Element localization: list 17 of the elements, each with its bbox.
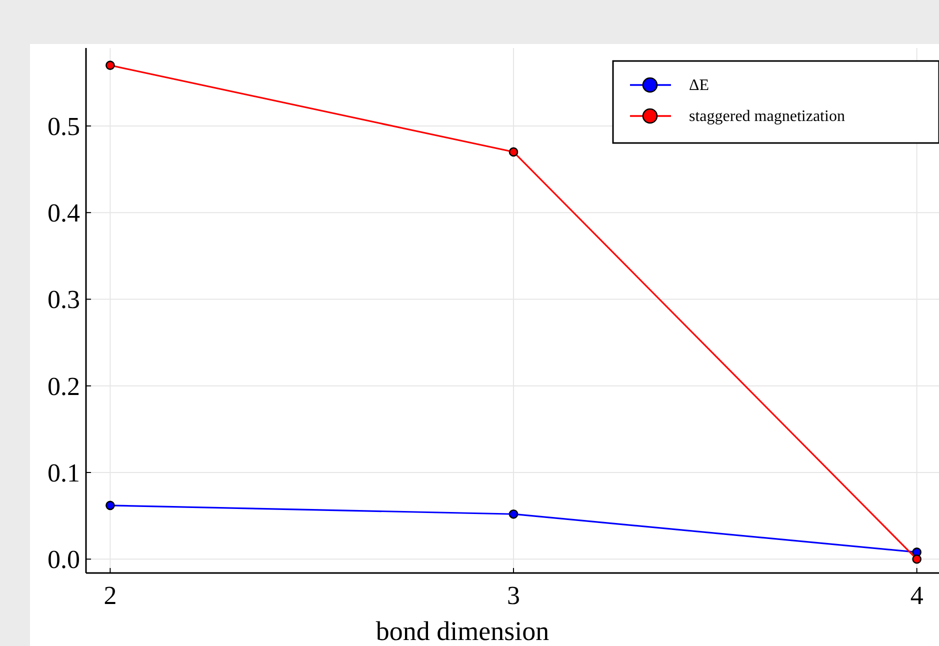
x-tick-label: 4 <box>910 581 924 610</box>
y-tick-label: 0.1 <box>48 458 80 488</box>
point <box>106 60 115 70</box>
y-tick-label: 0.0 <box>48 545 80 574</box>
y-tick-label: 0.2 <box>48 372 80 401</box>
y-tick-label: 0.4 <box>48 198 80 228</box>
legend-label: ΔE <box>689 77 710 94</box>
legend-label: staggered magnetization <box>689 108 845 125</box>
y-tick-label: 0.5 <box>48 112 80 141</box>
point <box>106 500 115 510</box>
point <box>508 147 518 157</box>
x-tick-label: 3 <box>507 581 520 610</box>
x-tick-label: 2 <box>104 581 117 610</box>
y-tick-label: 0.3 <box>48 285 80 314</box>
x-axis-title: bond dimension <box>376 616 550 646</box>
point <box>508 509 518 519</box>
point <box>912 554 922 564</box>
